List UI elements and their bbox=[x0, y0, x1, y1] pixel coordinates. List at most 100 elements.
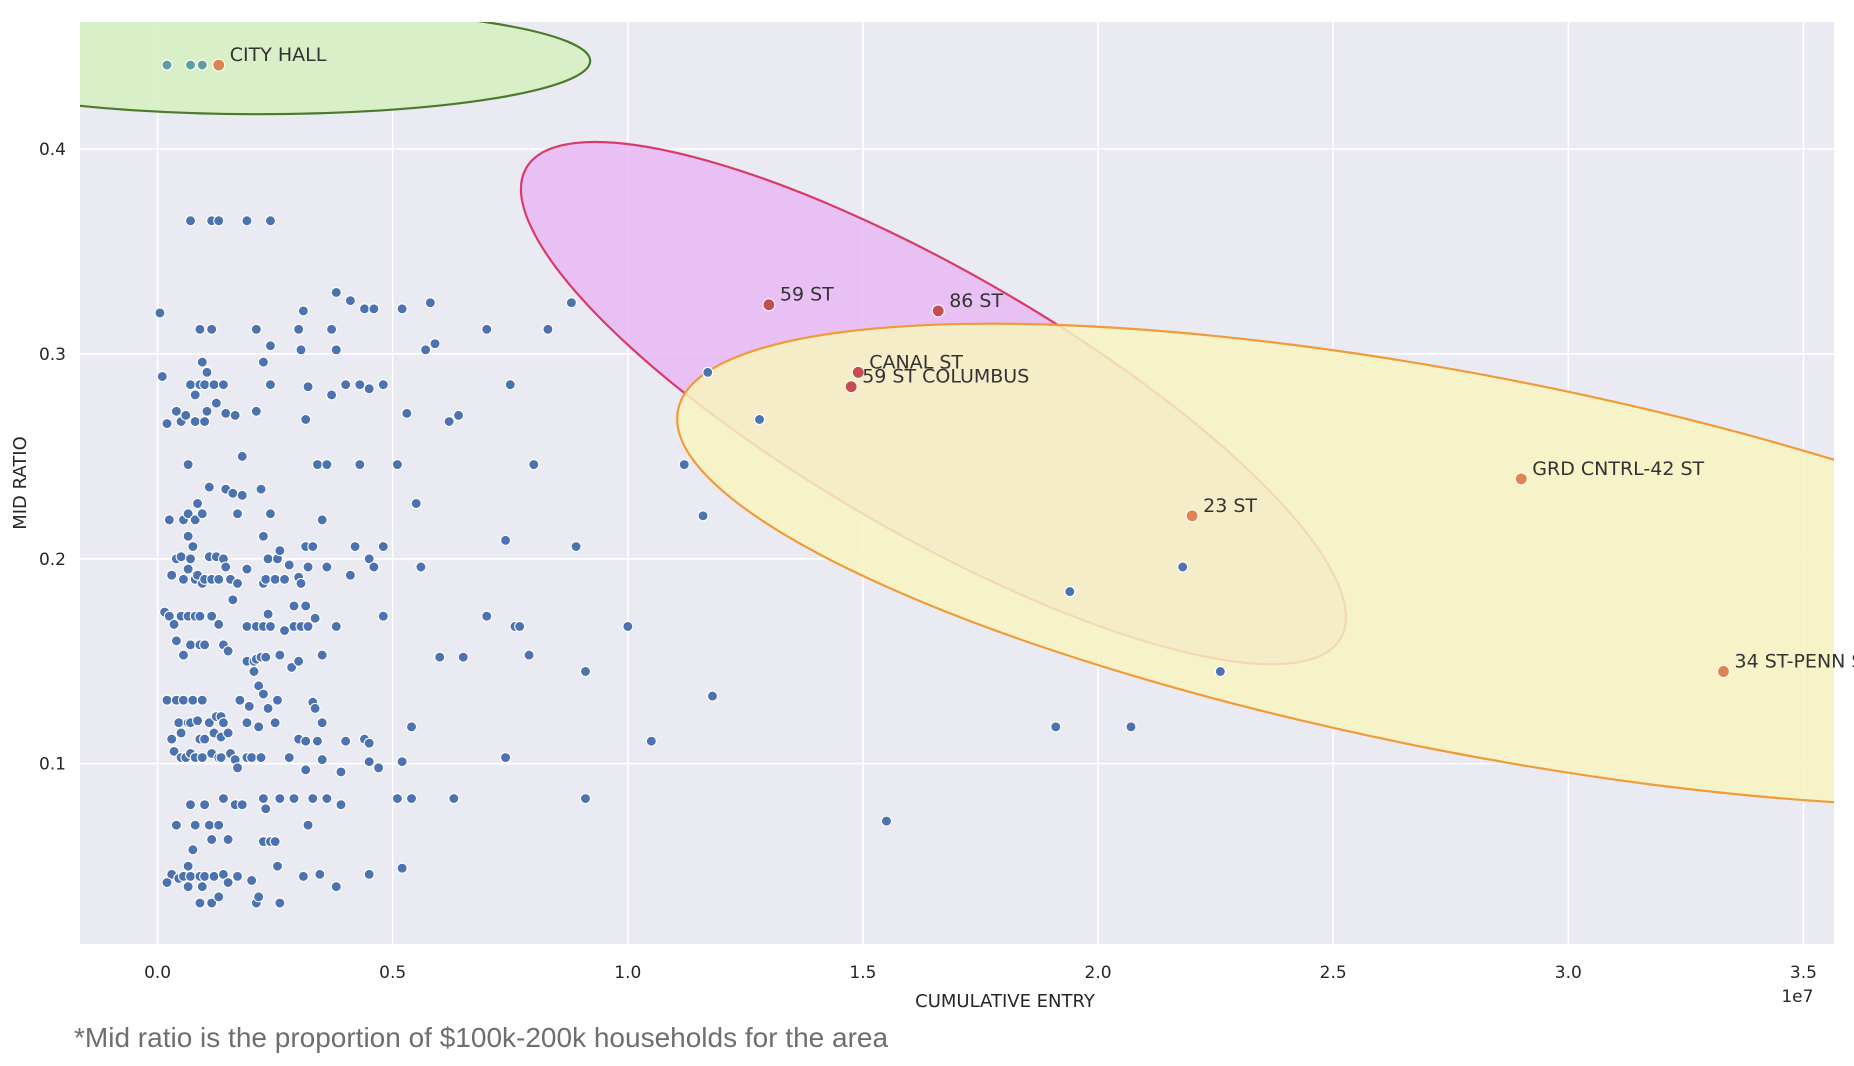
scatter-point bbox=[302, 561, 314, 573]
scatter-point bbox=[257, 688, 269, 700]
scatter-point bbox=[241, 620, 253, 632]
scatter-point bbox=[368, 561, 380, 573]
scatter-point bbox=[199, 799, 211, 811]
scatter-point bbox=[206, 897, 218, 909]
scatter-point bbox=[335, 766, 347, 778]
scatter-point bbox=[523, 649, 535, 661]
scatter-point bbox=[396, 862, 408, 874]
scatter-point bbox=[210, 397, 222, 409]
scatter-point bbox=[264, 620, 276, 632]
scatter-point bbox=[196, 508, 208, 520]
scatter-point bbox=[166, 569, 178, 581]
scatter-point bbox=[201, 405, 213, 417]
scatter-point bbox=[330, 286, 342, 299]
scatter-point bbox=[253, 721, 265, 733]
scatter-point bbox=[326, 323, 338, 335]
scatter-point bbox=[316, 754, 328, 766]
scatter-point bbox=[330, 344, 342, 356]
scatter-point bbox=[300, 600, 312, 612]
scatter-point bbox=[208, 379, 220, 391]
scatter-point bbox=[316, 649, 328, 661]
x-axis-offset-label: 1e7 bbox=[1781, 987, 1813, 1007]
y-tick-label: 0.4 bbox=[39, 140, 66, 160]
scatter-point bbox=[177, 694, 190, 706]
scatter-point bbox=[184, 553, 197, 565]
scatter-point bbox=[293, 323, 305, 335]
x-tick-label: 1.5 bbox=[849, 963, 876, 983]
scatter-point bbox=[248, 665, 260, 678]
scatter-point bbox=[262, 608, 274, 620]
scatter-point bbox=[182, 860, 194, 872]
station-label: GRD CNTRL-42 ST bbox=[1532, 458, 1704, 480]
scatter-point bbox=[196, 881, 208, 893]
scatter-point bbox=[227, 487, 239, 499]
scatter-point bbox=[182, 459, 194, 471]
scatter-point bbox=[309, 612, 321, 624]
scatter-point bbox=[274, 545, 286, 557]
scatter-point bbox=[645, 735, 657, 747]
scatter-point bbox=[391, 792, 403, 805]
scatter-point bbox=[377, 540, 389, 553]
scatter-point bbox=[241, 717, 253, 729]
x-tick-label: 1.0 bbox=[614, 963, 641, 983]
scatter-point bbox=[363, 868, 375, 880]
scatter-point bbox=[678, 459, 690, 471]
scatter-point bbox=[227, 594, 239, 606]
scatter-point bbox=[257, 530, 269, 542]
scatter-point bbox=[377, 610, 389, 622]
y-axis-label: MID RATIO bbox=[10, 436, 31, 530]
scatter-point bbox=[156, 370, 168, 383]
station-label: CITY HALL bbox=[230, 44, 327, 66]
scatter-point bbox=[215, 752, 227, 764]
scatter-point bbox=[429, 338, 441, 350]
scatter-point bbox=[565, 297, 577, 309]
scatter-point bbox=[363, 756, 375, 768]
x-tick-label: 2.5 bbox=[1320, 963, 1347, 983]
scatter-point bbox=[264, 215, 276, 227]
scatter-point bbox=[231, 508, 244, 520]
scatter-point bbox=[311, 459, 324, 471]
scatter-point bbox=[269, 573, 281, 585]
scatter-point bbox=[196, 752, 208, 764]
scatter-point bbox=[335, 799, 347, 811]
y-tick-label: 0.3 bbox=[39, 345, 66, 365]
scatter-point bbox=[177, 649, 190, 661]
scatter-point bbox=[279, 624, 291, 637]
scatter-point bbox=[316, 514, 328, 526]
scatter-point bbox=[307, 792, 319, 805]
x-tick-label: 3.0 bbox=[1555, 963, 1582, 983]
x-axis-ticks: 0.0 0.5 1.0 1.5 2.0 2.5 3.0 3.5 bbox=[144, 963, 1817, 983]
scatter-point bbox=[231, 870, 244, 882]
scatter-point bbox=[264, 379, 276, 391]
scatter-point bbox=[1177, 561, 1189, 573]
scatter-point bbox=[880, 815, 893, 827]
cluster-point bbox=[196, 59, 208, 71]
scatter-point bbox=[391, 459, 403, 471]
scatter-point bbox=[297, 870, 309, 882]
scatter-point bbox=[302, 620, 314, 632]
highlighted-point bbox=[1514, 472, 1528, 486]
scatter-point bbox=[166, 733, 178, 745]
scatter-point bbox=[246, 874, 258, 887]
scatter-point bbox=[340, 379, 352, 391]
scatter-point bbox=[295, 344, 307, 356]
scatter-point bbox=[260, 803, 272, 815]
scatter-point bbox=[208, 870, 220, 882]
scatter-point bbox=[203, 819, 215, 831]
scatter-point bbox=[217, 717, 229, 729]
scatter-point bbox=[500, 752, 512, 764]
station-label: 86 ST bbox=[949, 290, 1003, 312]
station-label: 59 ST COLUMBUS bbox=[862, 366, 1029, 388]
scatter-point bbox=[316, 717, 328, 729]
scatter-point bbox=[163, 610, 175, 622]
scatter-point bbox=[154, 307, 166, 319]
highlighted-point bbox=[1185, 509, 1199, 523]
scatter-point bbox=[264, 340, 276, 352]
highlight-ellipse bbox=[676, 322, 1834, 808]
scatter-point bbox=[187, 540, 199, 553]
scatter-point bbox=[189, 389, 201, 401]
scatter-point bbox=[300, 764, 312, 776]
scatter-point bbox=[279, 573, 291, 585]
scatter-point bbox=[170, 405, 182, 417]
